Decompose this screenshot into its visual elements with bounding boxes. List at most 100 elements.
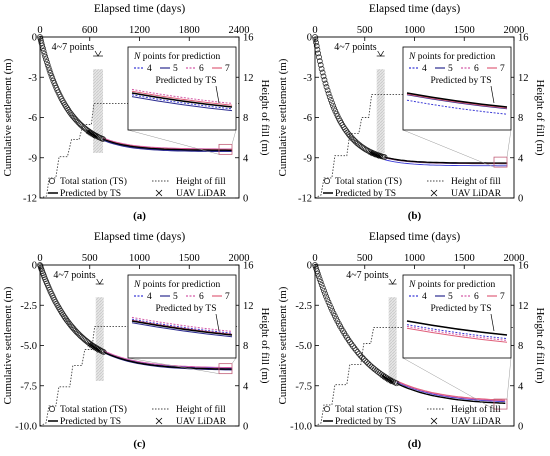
legend-lidar-symbol xyxy=(155,417,163,425)
lidar-point xyxy=(91,132,97,138)
x-axis-title-top: Elapsed time (days) xyxy=(369,3,461,15)
ts-point xyxy=(318,65,325,72)
legend-lidar-symbol xyxy=(155,189,163,197)
ts-point xyxy=(315,50,322,57)
lidar-point xyxy=(376,153,382,159)
legend-ts-label: Total station (TS) xyxy=(60,404,127,415)
y2-tick-label: 12 xyxy=(518,301,529,312)
panel-d: Elapsed time (days) 0 500 1000 1500 2000 0 -2.5… xyxy=(277,231,546,450)
y-tick-label: 0 xyxy=(307,261,312,272)
ts-point xyxy=(324,87,331,94)
ts-point xyxy=(357,143,364,149)
ts-point xyxy=(314,268,320,275)
inset-curve-7 xyxy=(131,90,233,106)
inset-curve-5 xyxy=(131,322,233,338)
x-tick-label: 1500 xyxy=(454,25,475,36)
legend-predicted-label: Predicted by TS xyxy=(335,417,396,427)
inset-curve-5 xyxy=(406,94,508,110)
ts-point xyxy=(321,287,327,294)
ts-point xyxy=(42,53,49,60)
ts-point xyxy=(365,360,372,367)
prediction-curve-4 xyxy=(396,381,506,403)
zoom-region-marker xyxy=(493,398,508,410)
ts-point xyxy=(331,313,338,319)
ts-point xyxy=(100,136,106,142)
ts-point xyxy=(371,366,378,373)
ts-point xyxy=(353,347,359,353)
points-annotation: 4~7 points xyxy=(334,42,376,53)
inset-legend-label-7: 7 xyxy=(500,64,505,74)
lidar-point xyxy=(372,152,378,157)
ts-point xyxy=(44,62,51,68)
points-annotation: 4~7 points xyxy=(53,270,95,281)
ts-point xyxy=(333,110,340,117)
x-tick-label: 1000 xyxy=(404,253,425,264)
legend-ts-label: Total station (TS) xyxy=(335,404,402,415)
ts-point xyxy=(49,75,56,81)
prediction-window xyxy=(376,69,385,153)
legend-lidar-label: UAV LiDAR xyxy=(451,417,502,427)
height-of-fill-line xyxy=(314,93,514,199)
inset-curve-4 xyxy=(406,324,508,340)
inset-legend-label-5: 5 xyxy=(173,292,178,302)
y2-tick-label: 16 xyxy=(518,261,529,272)
prediction-curve-5 xyxy=(102,139,233,153)
ts-point xyxy=(319,284,326,291)
y2-tick-label: 4 xyxy=(518,153,524,164)
ts-point xyxy=(351,345,358,352)
prediction-window xyxy=(95,297,104,381)
lidar-point xyxy=(371,151,376,157)
inset-curve-4 xyxy=(406,99,508,115)
y-tick-label: 0 xyxy=(32,33,37,44)
y-tick-label: 0 xyxy=(307,33,312,44)
inset-legend-label-7: 7 xyxy=(500,292,505,302)
legend-ts-symbol xyxy=(48,177,56,185)
x-tick-label: 1200 xyxy=(129,25,150,36)
inset-annotation: Predicted by TS xyxy=(155,304,216,314)
ts-point xyxy=(325,299,332,306)
predicted-by-ts-line xyxy=(102,138,233,152)
legend-ts-label: Total station (TS) xyxy=(60,176,127,187)
ts-point xyxy=(317,62,324,68)
legend-predicted-label: Predicted by TS xyxy=(60,417,121,427)
zoom-inset xyxy=(402,274,512,359)
ts-point xyxy=(329,99,335,106)
legend-lidar-symbol xyxy=(430,189,438,197)
inset-ts-curve xyxy=(131,320,233,336)
y2-tick-label: 0 xyxy=(518,422,523,433)
ts-point xyxy=(40,48,47,54)
inset-ts-curve xyxy=(406,92,508,108)
inset-legend-label-5: 5 xyxy=(173,64,178,74)
ts-point xyxy=(363,359,370,365)
ts-point xyxy=(362,357,369,364)
ts-point xyxy=(330,102,336,109)
ts-point xyxy=(345,131,352,138)
ts-point xyxy=(326,93,333,100)
inset-legend-label-7: 7 xyxy=(225,64,230,74)
ts-point xyxy=(354,349,361,355)
prediction-window xyxy=(388,297,397,381)
y-tick-label: -7.5 xyxy=(295,381,312,392)
y2-axis-label: Height of fill (m) xyxy=(534,307,546,383)
ts-point xyxy=(324,296,331,303)
legend-lidar-label: UAV LiDAR xyxy=(176,417,227,427)
inset-annotation: Predicted by TS xyxy=(155,76,216,86)
ts-point xyxy=(319,69,326,76)
inset-curve-6 xyxy=(131,316,233,332)
lidar-point xyxy=(388,378,394,384)
inset-curve-7 xyxy=(406,327,508,343)
y2-tick-label: 16 xyxy=(518,33,529,44)
ts-point xyxy=(46,67,53,74)
inset-legend-title: N points for prediction xyxy=(408,279,496,290)
legend-lidar-symbol xyxy=(430,417,438,425)
y-tick-label: -12 xyxy=(23,194,37,205)
zoom-connector-right xyxy=(231,357,237,364)
lidar-point xyxy=(375,153,380,158)
zoom-region-marker xyxy=(218,363,233,375)
lidar-point xyxy=(97,348,102,353)
y-axis-label: Cumulative settlement (m) xyxy=(277,58,289,176)
zoom-connector-right xyxy=(506,357,512,400)
lidar-point xyxy=(378,154,383,159)
y2-tick-label: 8 xyxy=(518,341,523,352)
ts-point xyxy=(41,50,48,57)
